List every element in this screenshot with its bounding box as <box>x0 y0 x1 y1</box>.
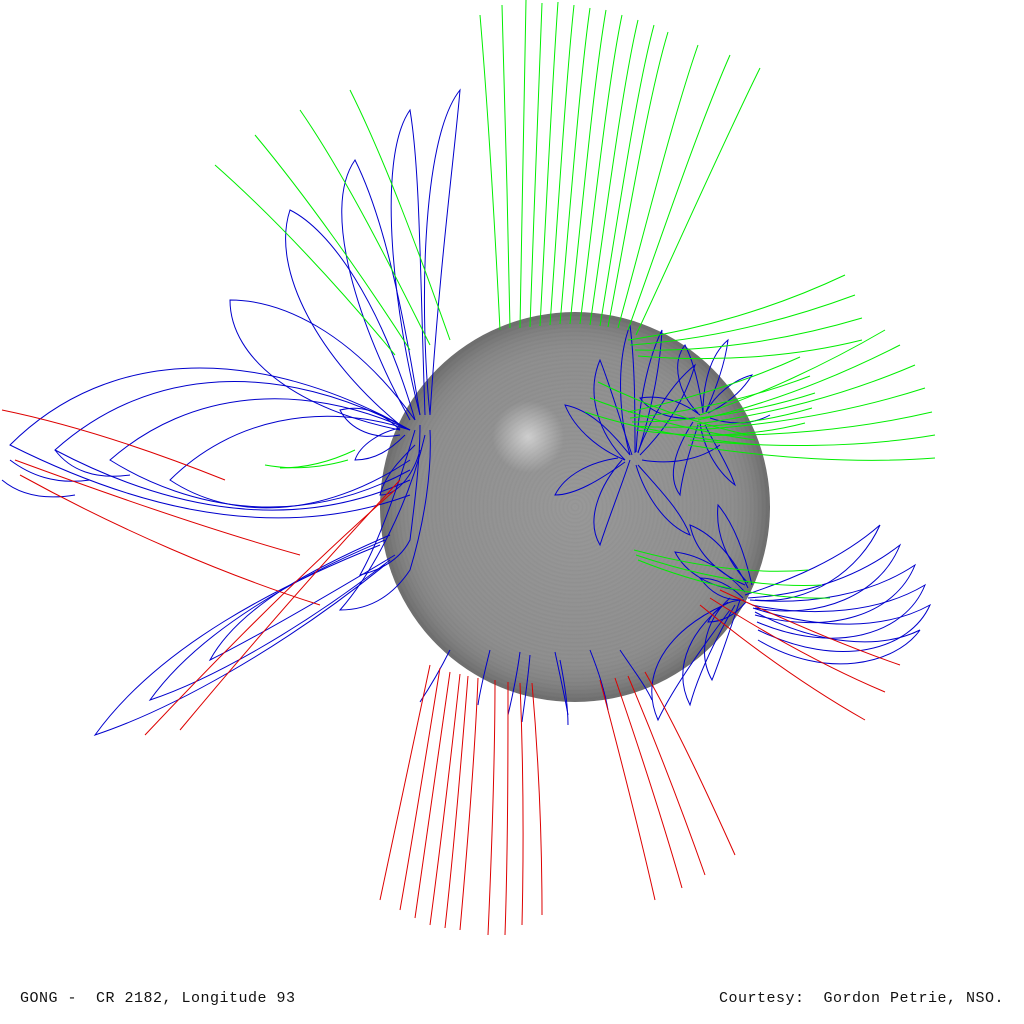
open-red-field-lines-group[interactable] <box>2 410 900 935</box>
caption-row: GONG - CR 2182, Longitude 93 Courtesy: G… <box>0 990 1024 1007</box>
open-green-field-lines-group[interactable] <box>215 0 935 598</box>
caption-left-text: GONG - CR 2182, Longitude 93 <box>20 990 296 1007</box>
caption-right-text: Courtesy: Gordon Petrie, NSO. <box>719 990 1004 1007</box>
closed-field-lines-group[interactable] <box>2 90 930 735</box>
solar-field-visualization: GONG - CR 2182, Longitude 93 Courtesy: G… <box>0 0 1024 1024</box>
magnetic-field-lines-svg <box>0 0 1024 1024</box>
